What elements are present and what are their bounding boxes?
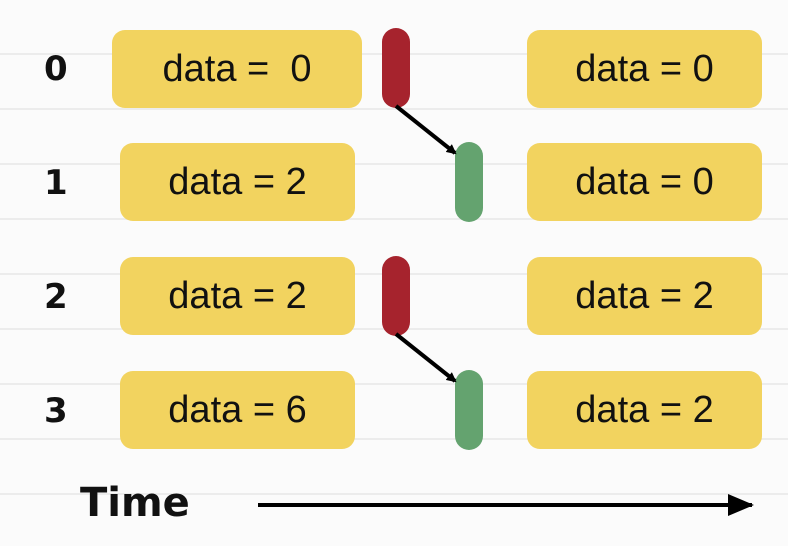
data-box-after-3: data = 2 [527, 371, 762, 449]
data-box-after-0: data = 0 [527, 30, 762, 108]
data-box-before-1: data = 2 [120, 143, 355, 221]
message-arrow-2-to-3 [394, 332, 457, 383]
data-box-before-2: data = 2 [120, 257, 355, 335]
send-marker-0 [382, 28, 410, 108]
rank-label-3: 3 [44, 391, 68, 431]
rank-label-1: 1 [44, 163, 68, 203]
rank-label-2: 2 [44, 277, 68, 317]
send-marker-2 [382, 256, 410, 336]
data-box-after-2: data = 2 [527, 257, 762, 335]
rank-label-0: 0 [44, 49, 68, 89]
message-arrow-0-to-1 [394, 104, 457, 155]
receive-marker-1 [455, 142, 483, 222]
data-box-before-0: data = 0 [112, 30, 362, 108]
receive-marker-3 [455, 370, 483, 450]
time-label: Time [80, 480, 190, 526]
data-box-before-3: data = 6 [120, 371, 355, 449]
data-box-after-1: data = 0 [527, 143, 762, 221]
